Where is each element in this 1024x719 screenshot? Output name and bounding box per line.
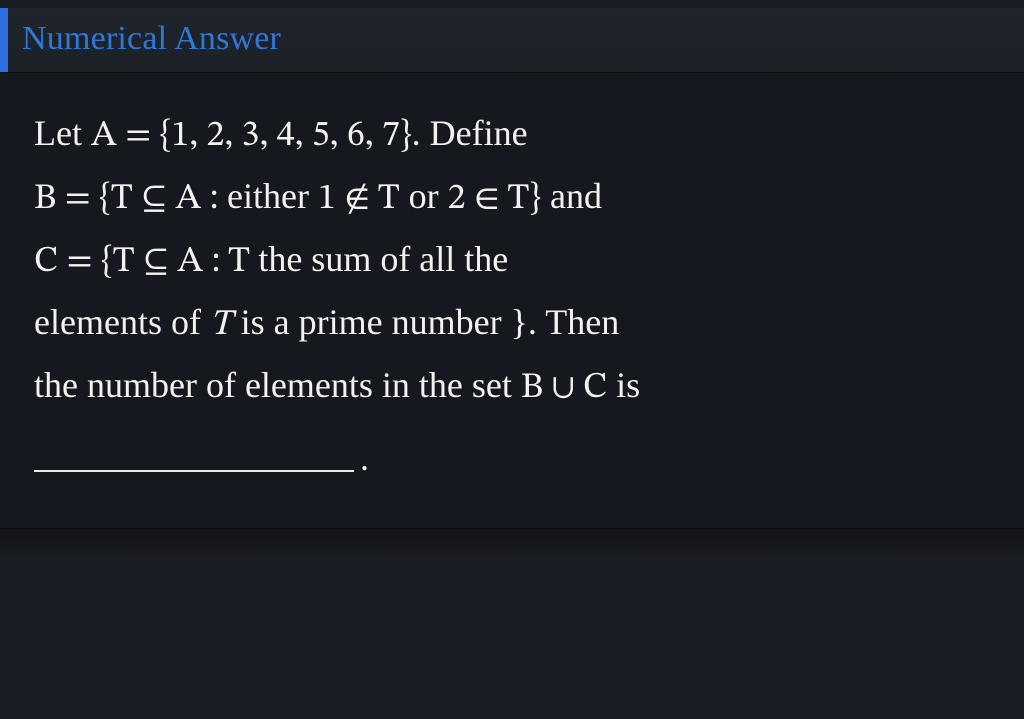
text-and: and: [541, 176, 602, 216]
header-title: Numerical Answer: [8, 8, 299, 72]
question-line-2: B = {T ⊆ A : either 1 ∉ T or 2 ∈ T} and: [34, 166, 994, 229]
eq-2-in-T: 2 ∈ T}: [448, 181, 541, 217]
question-line-4: elements of T is a prime number }. Then: [34, 292, 994, 355]
question-body: Let A = {1, 2, 3, 4, 5, 6, 7}. Define B …: [0, 73, 1024, 528]
eq-A-def: A = {1, 2, 3, 4, 5, 6, 7}: [91, 118, 412, 154]
text-is: is: [607, 365, 640, 405]
eq-A-def-content: A = {1, 2, 3, 4, 5, 6, 7}: [91, 118, 412, 154]
text-either: either: [227, 176, 318, 216]
final-period: .: [360, 438, 369, 478]
question-line-1: Let A = {1, 2, 3, 4, 5, 6, 7}. Define: [34, 103, 994, 166]
text-sumof: the sum of all the: [258, 239, 508, 279]
var-T: T: [210, 307, 232, 343]
eq-C-open: C = {T ⊆ A : T: [34, 244, 258, 280]
text-or: or: [400, 176, 448, 216]
text-define: . Define: [412, 113, 528, 153]
header-accent-bar: [0, 8, 8, 72]
header: Numerical Answer: [0, 8, 1024, 73]
question-line-3: C = {T ⊆ A : T the sum of all the: [34, 229, 994, 292]
text-numberof: the number of elements in the set: [34, 365, 521, 405]
eq-BuC: B ∪ C: [521, 370, 607, 406]
eq-1-notin-T: 1 ∉ T: [318, 181, 400, 217]
text-let: Let: [34, 113, 91, 153]
answer-blank[interactable]: [34, 470, 354, 472]
question-line-5: the number of elements in the set B ∪ C …: [34, 355, 994, 418]
question-card: Numerical Answer Let A = {1, 2, 3, 4, 5,…: [0, 8, 1024, 719]
text-elementsof: elements of: [34, 302, 210, 342]
question-line-blank: .: [34, 428, 994, 488]
footer-shadow: [0, 528, 1024, 559]
eq-B-open-content: B = {T ⊆ A :: [34, 181, 227, 217]
eq-B-open: B = {T ⊆ A :: [34, 181, 227, 217]
text-isprime: is a prime number }. Then: [232, 302, 620, 342]
